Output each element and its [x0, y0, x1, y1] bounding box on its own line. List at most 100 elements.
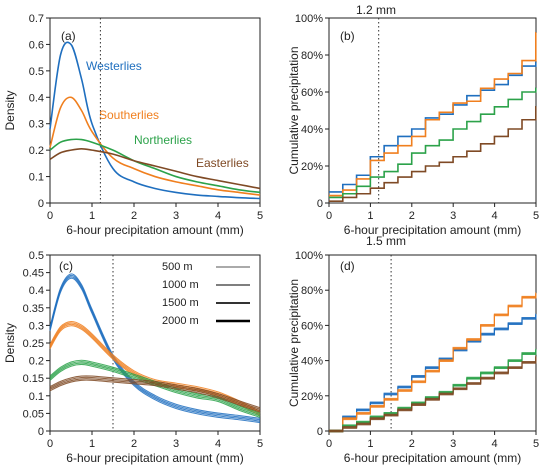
panel-a-label: (a) [61, 29, 76, 43]
panel-b-ytick-label: 40% [301, 124, 323, 136]
panel-d-xtick-label: 1 [367, 438, 373, 450]
series-label-westerlies: Westerlies [86, 59, 142, 73]
panel-c-series-northerlies-line [49, 362, 261, 417]
panel-a-axes-frame [49, 17, 261, 204]
panel-b-ytick-label: 100% [295, 13, 323, 25]
panel-c-ytick-label: 0.15 [23, 373, 44, 385]
panel-d-ytick-label: 40% [301, 356, 323, 368]
legend-label-1500m: 1500 m [162, 297, 199, 309]
panel-d-series-northerlies-line [329, 349, 537, 432]
panel-d-series-northerlies-line [329, 350, 537, 433]
series-label-easterlies: Easterlies [196, 156, 249, 170]
panel-c-xtick-label: 5 [257, 438, 263, 450]
panel-a-ytick-label: 0.1 [29, 172, 44, 184]
panel-c-yaxis-label: Density [3, 323, 17, 363]
panel-d-threshold-label: 1.5 mm [366, 234, 406, 248]
panel-a-xtick-label: 3 [173, 210, 179, 222]
panel-b-ytick-label: 80% [301, 50, 323, 62]
panel-c-series-easterlies-line [49, 378, 261, 412]
panel-c-xaxis-label: 6-hour precipitation amount (mm) [66, 451, 243, 465]
panel-c-ytick-label: 0.5 [29, 250, 44, 262]
panel-c-xtick-label: 0 [47, 438, 53, 450]
panel-c-series-northerlies-line [49, 363, 261, 418]
panel-b-xtick-label: 4 [492, 210, 498, 222]
panel-a-series-westerlies-line [49, 41, 261, 200]
panel-d-ytick-label: 0 [317, 426, 323, 438]
panel-c-xtick-label: 3 [173, 438, 179, 450]
panel-a-xaxis-label: 6-hour precipitation amount (mm) [66, 223, 243, 237]
panel-b-yaxis-label: Cumulative precipitation [287, 46, 301, 174]
panel-c-xtick-label: 2 [131, 438, 137, 450]
panel-d-xtick-label: 0 [326, 438, 332, 450]
panel-a-series-easterlies-line [49, 148, 261, 190]
panel-c-ytick-label: 0.25 [23, 338, 44, 350]
panel-c-ytick-label: 0.45 [23, 268, 44, 280]
panel-b-xtick-label: 5 [533, 210, 539, 222]
panel-d-cumulative-chart: 0 1 2 3 4 5 0 20% 40% 60% 80% 100% 6-hour precipitat… [287, 250, 539, 465]
panel-c-density-chart: 0 1 2 3 4 5 0 0.05 0.1 0.15 0.2 0.25 0.3 0.35 0.4 0.45 0… [3, 250, 263, 465]
panel-c-ytick-label: 0.4 [29, 285, 44, 297]
legend-label-2000m: 2000 m [162, 315, 199, 327]
panel-b-series-northerlies-line [329, 87, 537, 199]
panel-a-ytick-label: 0 [38, 198, 44, 210]
panel-d-label: (d) [340, 259, 355, 273]
panel-c-legend: 500 m 1000 m 1500 m 2000 m [162, 261, 250, 327]
panel-b-ytick-label: 60% [301, 87, 323, 99]
panel-a-density-chart: 0 1 2 3 4 5 0 0.1 0.2 0.3 0.4 0.5 0.6 0.7 6-hour preci… [3, 13, 263, 237]
panel-a-series-southerlies-line [49, 96, 261, 196]
panel-b-xtick-label: 1 [367, 210, 373, 222]
panel-d-xtick-label: 2 [409, 438, 415, 450]
panel-b-threshold-label: 1.2 mm [356, 3, 396, 17]
panel-c-series-westerlies-line [49, 277, 261, 424]
panel-b-ytick-label: 0 [317, 198, 323, 210]
panel-c-series-northerlies-line [49, 359, 261, 414]
panel-c-series-northerlies-line [49, 361, 261, 415]
panel-a-ytick-label: 0.6 [29, 39, 44, 51]
panel-c-series-easterlies-line [49, 376, 261, 410]
panel-c-series-southerlies-line [49, 320, 261, 412]
panel-c-label: (c) [59, 259, 73, 273]
panel-d-series-northerlies-line [329, 348, 537, 431]
panel-b-xtick-label: 0 [326, 210, 332, 222]
panel-c-ytick-label: 0.2 [29, 356, 44, 368]
panel-c-ytick-label: 0.3 [29, 320, 44, 332]
panel-c-ytick-label: 0.05 [23, 408, 44, 420]
panel-d-axes-frame [328, 254, 537, 432]
panel-b-label: (b) [340, 29, 355, 43]
series-label-northerlies: Northerlies [134, 133, 192, 147]
panel-b-series-westerlies-line [329, 61, 537, 193]
panel-a-xtick-label: 5 [257, 210, 263, 222]
panel-d-xtick-label: 3 [450, 438, 456, 450]
panel-b-xtick-label: 3 [450, 210, 456, 222]
panel-d-ytick-label: 100% [295, 250, 323, 262]
panel-c-ytick-label: 0 [38, 426, 44, 438]
panel-c-xtick-label: 4 [215, 438, 221, 450]
panel-a-xtick-label: 1 [89, 210, 95, 222]
legend-label-1000m: 1000 m [162, 279, 199, 291]
series-label-southerlies: Southerlies [99, 108, 159, 122]
panel-d-series-northerlies-line [329, 349, 537, 432]
panel-d-series-southerlies-line [329, 294, 537, 433]
panel-a-ytick-label: 0.5 [29, 66, 44, 78]
panel-c-ytick-label: 0.1 [29, 391, 44, 403]
panel-d-ytick-label: 60% [301, 320, 323, 332]
panel-d-ytick-label: 80% [301, 285, 323, 297]
panel-a-yaxis-label: Density [3, 90, 17, 130]
panel-c-series-easterlies-line [49, 379, 261, 413]
panel-d-xaxis-label: 6-hour precipitation amount (mm) [344, 451, 521, 465]
panel-d-xtick-label: 4 [492, 438, 498, 450]
panel-a-ytick-label: 0.3 [29, 119, 44, 131]
panel-d-series-easterlies-line [329, 357, 537, 433]
panel-c-ytick-label: 0.35 [23, 303, 44, 315]
panel-a-xtick-label: 0 [47, 210, 53, 222]
panel-a-ytick-label: 0.4 [29, 92, 44, 104]
panel-d-yaxis-label: Cumulative precipitation [287, 279, 301, 407]
panel-c-series-southerlies-line [49, 325, 261, 417]
panel-b-xtick-label: 2 [409, 210, 415, 222]
panel-b-xaxis-label: 6-hour precipitation amount (mm) [344, 223, 521, 237]
panel-d-ytick-label: 20% [301, 391, 323, 403]
panel-c-xtick-label: 1 [89, 438, 95, 450]
panel-c-series-easterlies-line [49, 375, 261, 409]
panel-a-xtick-label: 2 [131, 210, 137, 222]
